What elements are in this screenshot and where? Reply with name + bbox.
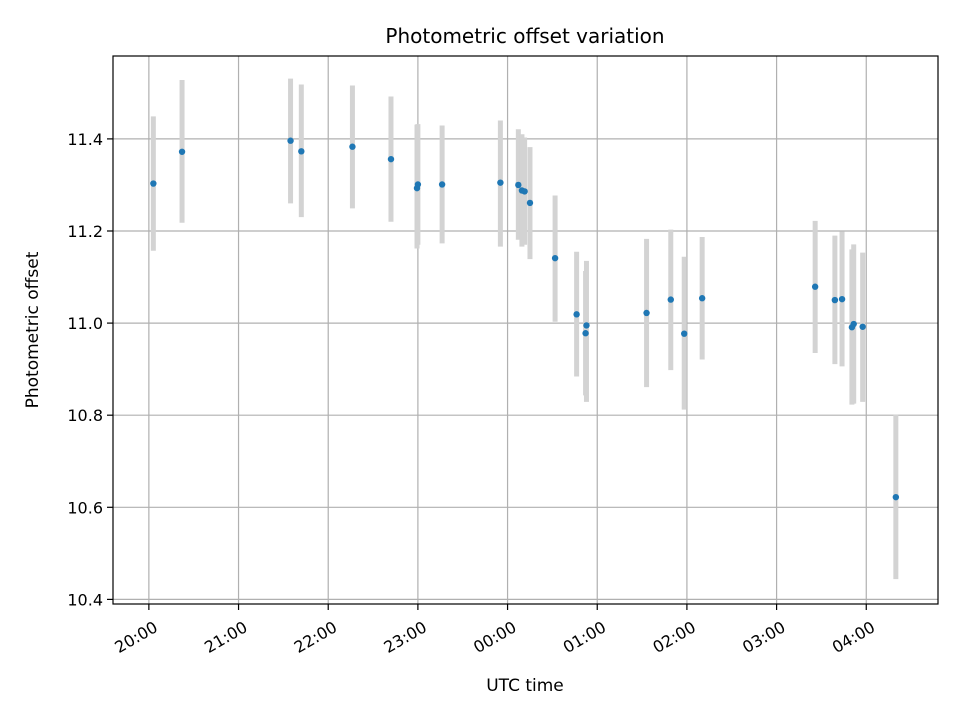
data-point <box>526 199 534 207</box>
data-point <box>859 323 866 330</box>
data-point <box>811 283 819 290</box>
y-axis-ticks: 10.4 10.6 10.8 11.0 11.2 11.4 <box>67 130 113 609</box>
y-tick-label: 11.4 <box>67 130 103 149</box>
data-point <box>850 320 857 328</box>
y-tick-label: 11.0 <box>67 314 103 333</box>
data-point <box>497 179 504 186</box>
chart-title: Photometric offset variation <box>385 24 664 48</box>
data-point <box>521 188 528 195</box>
y-tick-label: 10.6 <box>67 498 103 517</box>
data-point <box>667 296 674 303</box>
data-point <box>438 181 446 188</box>
y-tick-label: 10.8 <box>67 406 103 425</box>
data-point <box>838 295 846 303</box>
data-point <box>698 295 706 302</box>
data-point <box>414 181 422 188</box>
x-axis-title: UTC time <box>486 676 564 696</box>
data-point <box>349 143 356 150</box>
data-point <box>287 137 294 144</box>
data-point <box>387 155 395 163</box>
data-point <box>515 181 522 189</box>
data-point <box>298 148 305 155</box>
data-point <box>892 493 900 501</box>
data-points <box>150 137 900 501</box>
data-point <box>178 148 186 155</box>
y-tick-label: 10.4 <box>67 590 103 609</box>
data-point <box>643 309 650 317</box>
plot-frame <box>112 55 939 605</box>
y-axis-title: Photometric offset <box>23 251 43 408</box>
data-point <box>582 330 589 337</box>
data-point <box>150 180 157 187</box>
data-point <box>573 311 580 318</box>
y-tick-label: 11.2 <box>67 222 103 241</box>
data-point <box>681 330 688 337</box>
data-point <box>831 296 839 304</box>
data-point <box>551 254 559 262</box>
data-point <box>583 322 590 329</box>
